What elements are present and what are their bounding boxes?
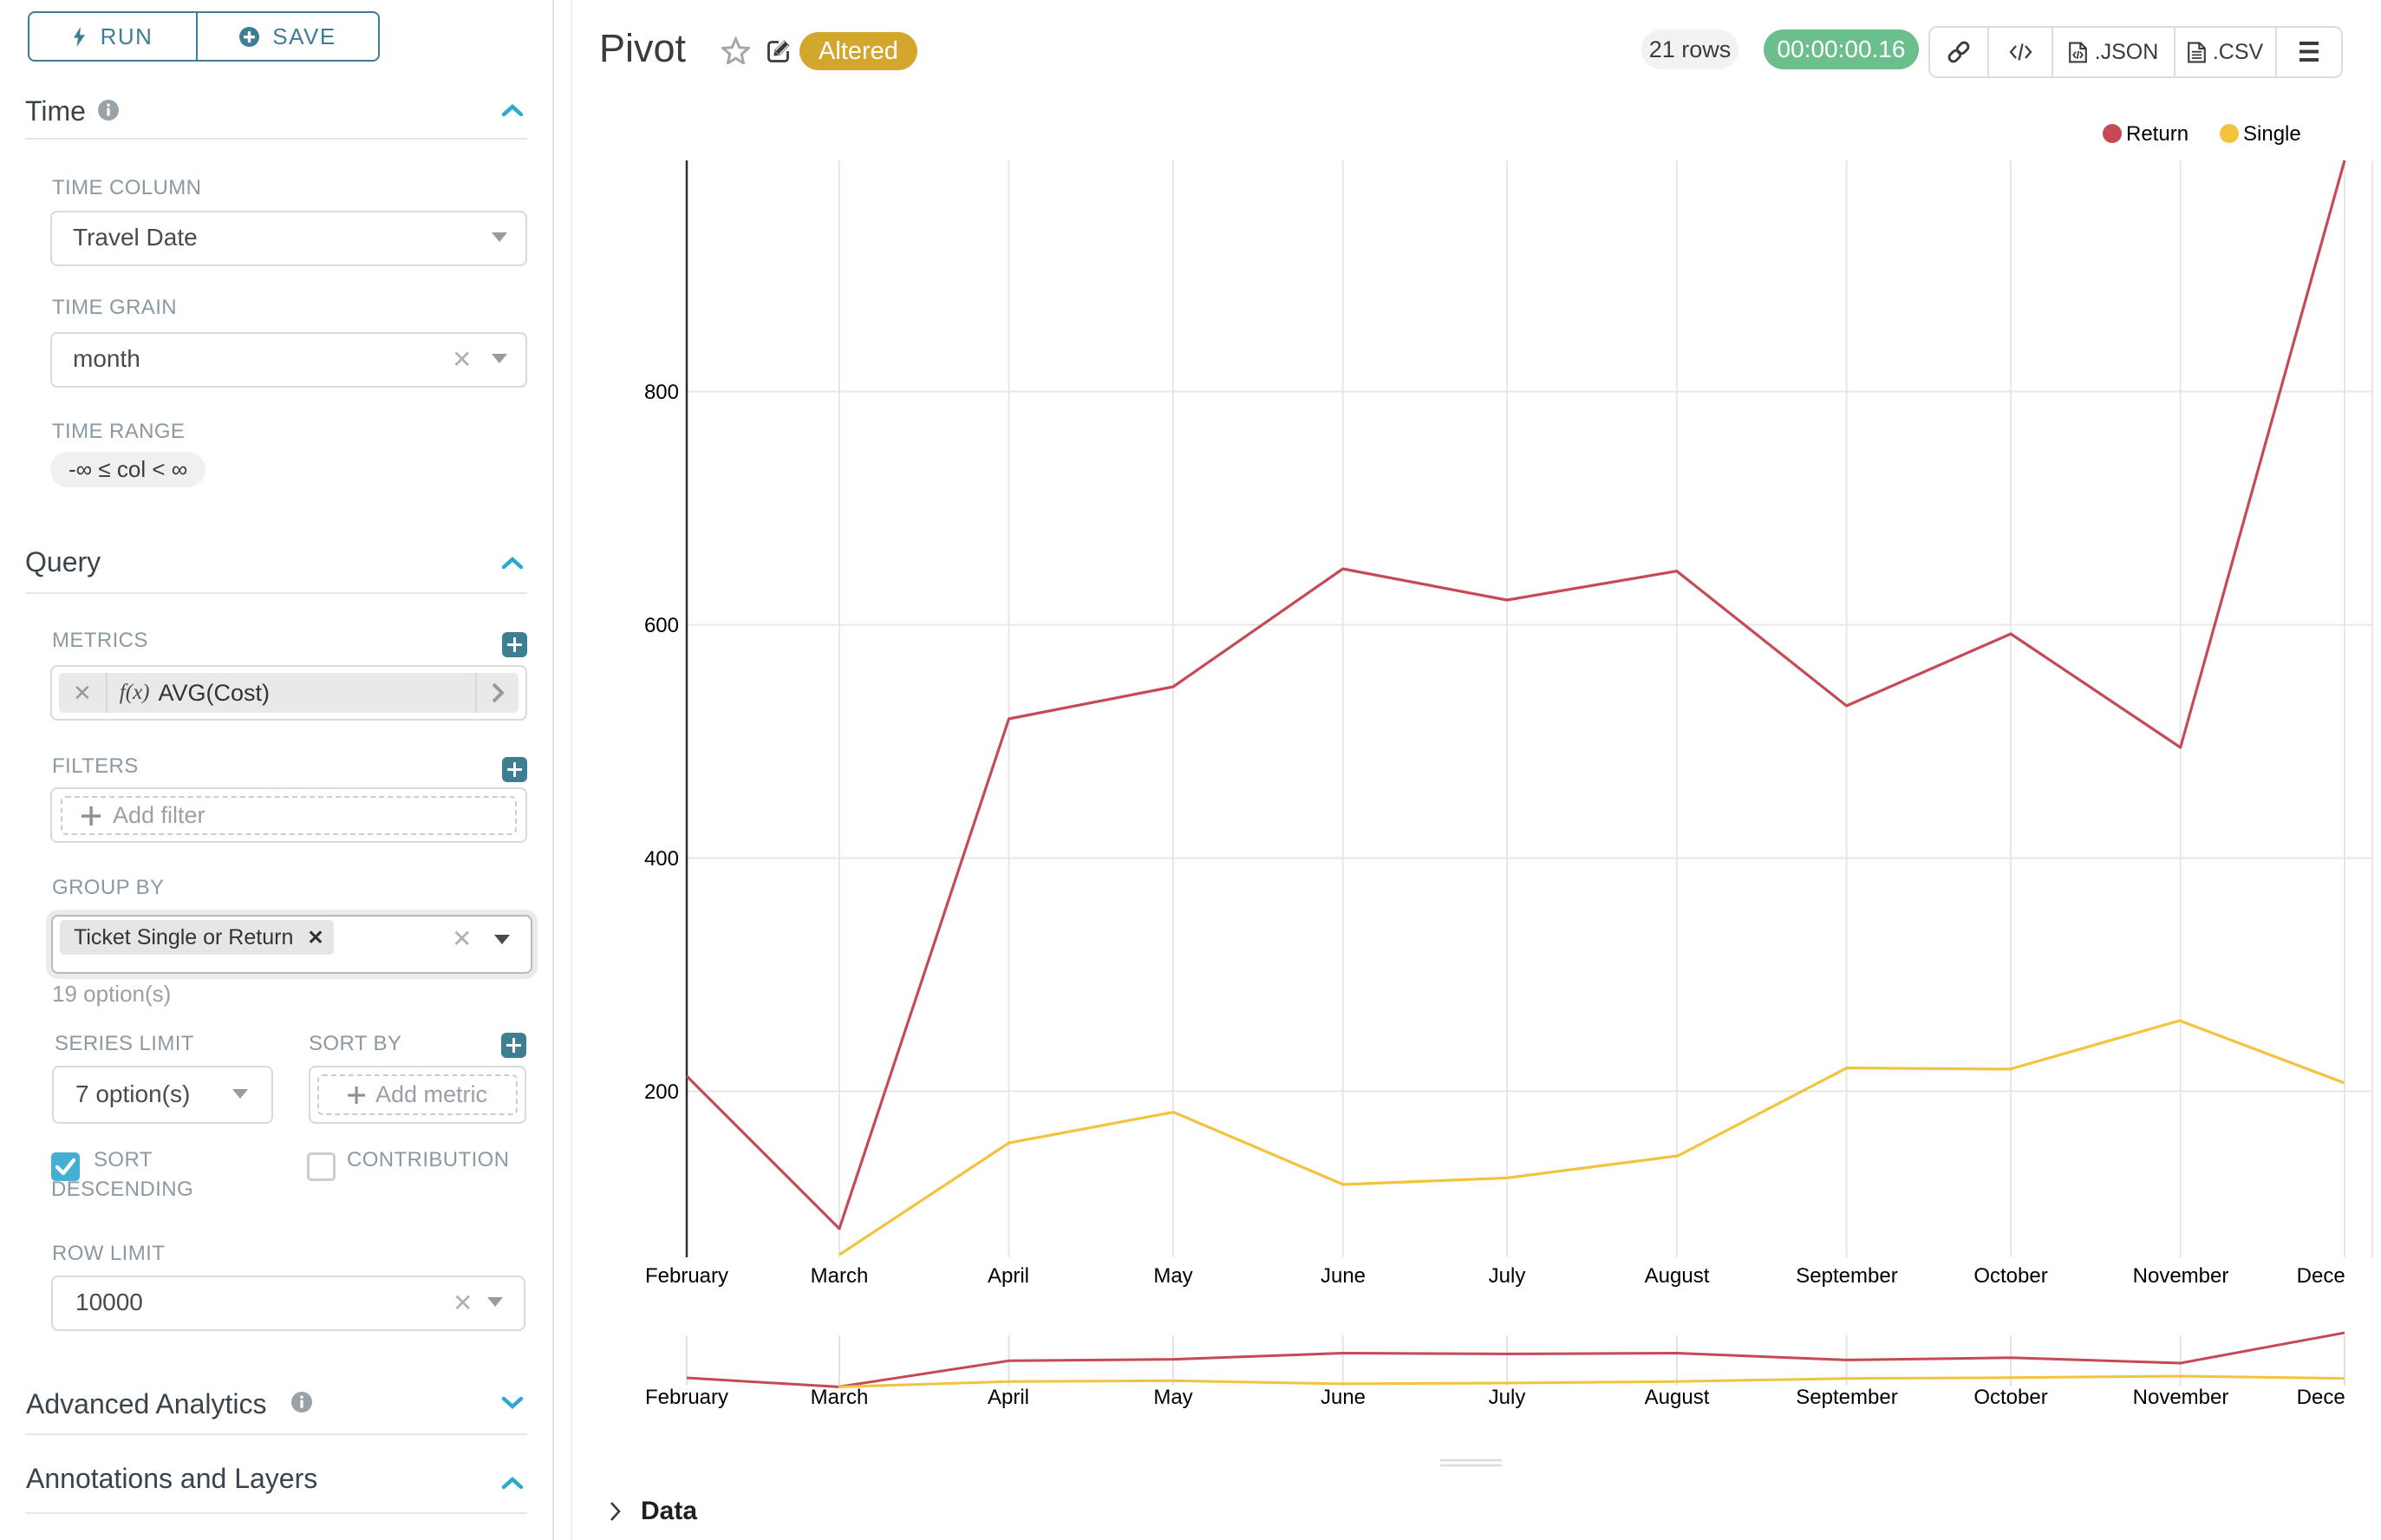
svg-text:September: September	[1796, 1386, 1897, 1409]
svg-text:August: August	[1645, 1264, 1710, 1288]
svg-text:October: October	[1973, 1264, 2047, 1288]
svg-text:November: November	[2133, 1386, 2229, 1409]
svg-text:May: May	[1153, 1386, 1192, 1409]
svg-text:November: November	[2133, 1264, 2229, 1288]
svg-text:March: March	[811, 1264, 869, 1288]
svg-text:June: June	[1321, 1264, 1366, 1288]
svg-text:February: February	[645, 1264, 728, 1288]
svg-text:February: February	[645, 1386, 728, 1409]
svg-text:600: 600	[644, 614, 679, 637]
svg-text:October: October	[1973, 1386, 2047, 1409]
svg-text:March: March	[811, 1386, 869, 1409]
svg-text:September: September	[1796, 1264, 1897, 1288]
svg-text:200: 200	[644, 1080, 679, 1104]
svg-text:December: December	[2297, 1264, 2381, 1288]
svg-text:August: August	[1645, 1386, 1710, 1409]
svg-text:December: December	[2297, 1386, 2381, 1409]
svg-text:April: April	[988, 1264, 1029, 1288]
svg-text:400: 400	[644, 847, 679, 871]
svg-text:July: July	[1489, 1264, 1526, 1288]
svg-text:July: July	[1489, 1386, 1526, 1409]
svg-text:800: 800	[644, 381, 679, 404]
svg-text:April: April	[988, 1386, 1029, 1409]
svg-text:June: June	[1321, 1386, 1366, 1409]
svg-text:May: May	[1153, 1264, 1192, 1288]
